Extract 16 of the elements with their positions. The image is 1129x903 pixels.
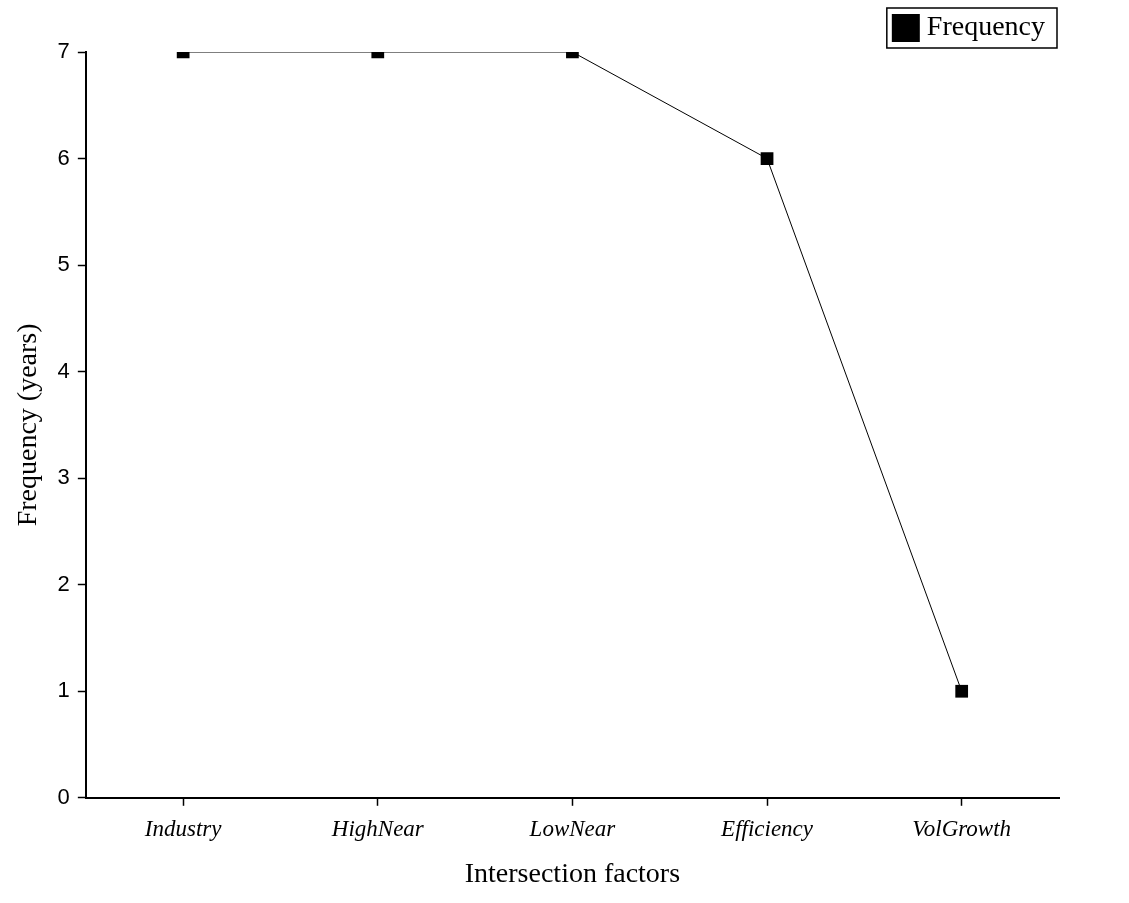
y-tick-label: 3 [57,464,70,490]
y-tick-label: 4 [57,357,70,383]
y-tick-label: 5 [57,251,70,277]
y-tick-label: 6 [57,144,70,170]
x-axis-title: Intersection factors [464,856,681,888]
x-tick-label: Efficiency [720,815,814,841]
x-tick-label: LowNear [528,815,617,841]
x-tick-label: VolGrowth [912,815,1012,841]
x-tick-label: Industry [143,815,223,841]
legend-label: Frequency [926,10,1046,42]
y-tick-label: 1 [57,677,70,703]
y-axis-title: Frequency (years) [11,323,43,527]
y-tick-label: 2 [57,570,70,596]
x-tick-label: HighNear [330,815,425,841]
y-tick-label: 7 [57,38,70,64]
y-tick-label: 0 [57,783,70,809]
